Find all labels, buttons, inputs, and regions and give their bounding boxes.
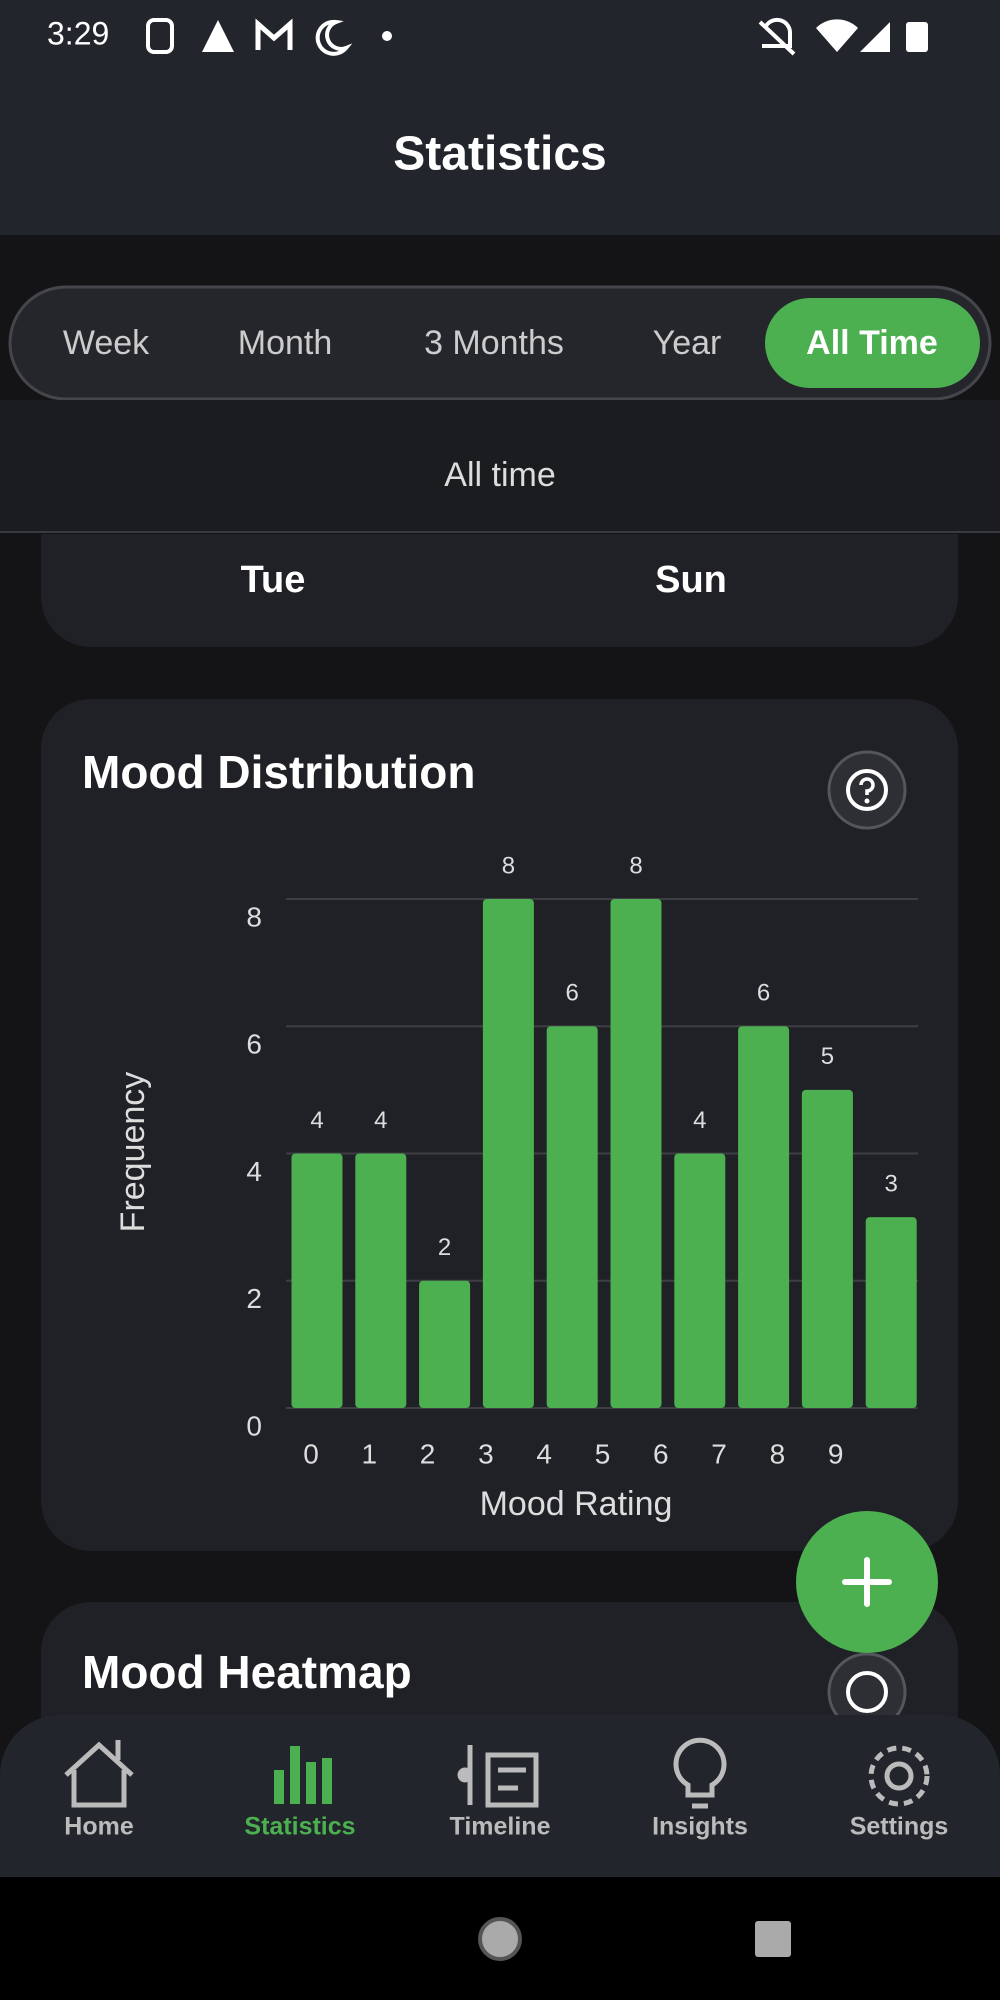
bar [865,1217,917,1408]
chart-title: Mood Distribution [82,746,475,798]
x-tick-label: 7 [711,1438,727,1469]
data-label: 2 [438,1234,451,1261]
nav-items: Home Statistics Timeline Insights Settings [64,1813,948,1841]
period-label: All time [444,456,555,494]
bar [738,1026,790,1408]
x-tick-label: 2 [420,1438,436,1469]
x-tick-label: 1 [362,1438,378,1469]
y-tick-label: 0 [246,1410,262,1441]
data-label: 4 [310,1107,323,1134]
nav-label[interactable]: Timeline [450,1813,551,1841]
tab[interactable]: Week [63,324,150,362]
data-label: 3 [885,1170,898,1197]
tab[interactable]: Year [653,324,722,362]
y-tick-label: 8 [246,901,262,932]
active-tab-bg [765,298,980,388]
nav-label[interactable]: Settings [850,1813,949,1841]
heatmap-title: Mood Heatmap [82,1646,412,1698]
bar [546,1026,598,1408]
summary-value: Tue [241,559,306,601]
bar [801,1089,853,1408]
period-bar [0,400,1000,532]
status-time: 3:29 [47,15,109,51]
bar [355,1153,407,1408]
tab-bar [8,285,992,401]
recents-key[interactable] [755,1921,791,1957]
x-tick-label: 8 [770,1438,786,1469]
bar [674,1153,726,1408]
y-tick-label: 6 [246,1029,262,1060]
y-axis-label: Frequency [114,1072,152,1233]
data-label: 4 [374,1107,387,1134]
x-axis-label: Mood Rating [480,1485,673,1523]
add-button[interactable] [796,1511,938,1653]
y-tick-label: 2 [246,1283,262,1314]
x-tick-label: 9 [828,1438,844,1469]
nav-label[interactable]: Statistics [244,1813,355,1841]
tab[interactable]: All Time [806,324,938,362]
home-key[interactable] [478,1917,522,1961]
help-button[interactable] [827,1652,907,1732]
data-label: 8 [502,852,515,879]
bar [610,899,662,1408]
help-button[interactable] [827,750,907,830]
page-title: Statistics [393,128,606,181]
x-tick-label: 5 [595,1438,611,1469]
bar [419,1280,471,1408]
bar [482,899,534,1408]
summary-value: Sun [655,559,727,601]
data-label: 8 [629,852,642,879]
nav-icons [64,1737,930,1809]
data-label: 6 [566,980,579,1007]
y-tick-label: 4 [246,1156,262,1187]
tab[interactable]: 3 Months [424,324,564,362]
x-tick-label: 3 [478,1438,494,1469]
nav-label[interactable]: Home [64,1813,134,1841]
data-label: 6 [757,980,770,1007]
nav-label[interactable]: Insights [652,1813,748,1841]
data-label: 5 [821,1043,834,1070]
data-label: 4 [693,1107,706,1134]
status-icons [146,17,928,56]
bar [291,1153,343,1408]
tab[interactable]: Month [238,324,333,362]
x-tick-label: 4 [536,1438,552,1469]
bottom-nav [0,1715,1000,1877]
x-tick-label: 0 [303,1438,319,1469]
chart: 0 2 4 6 8 0 4 1 4 2 2 3 8 4 6 5 8 6 4 7 6 8 5 9 3 [246,852,918,1469]
x-tick-label: 6 [653,1438,669,1469]
summary-card [41,534,958,647]
tabs: Week Month 3 Months Year All Time [63,324,938,362]
